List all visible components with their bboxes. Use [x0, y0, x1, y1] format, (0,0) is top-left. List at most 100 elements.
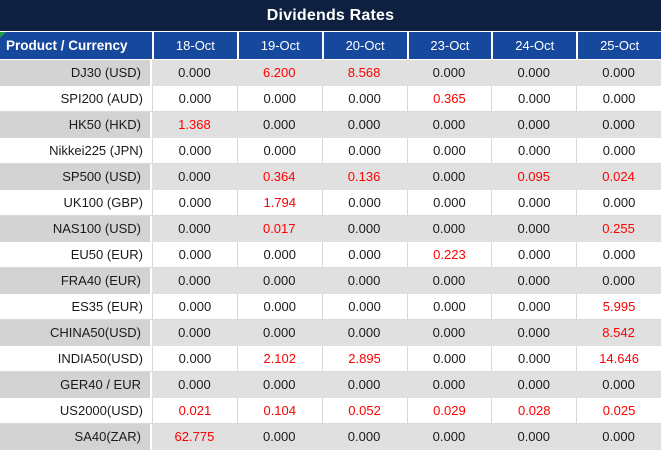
value-cell: 0.000 — [152, 190, 237, 216]
value-cell: 0.000 — [152, 60, 237, 86]
value-cell: 0.000 — [321, 424, 407, 450]
table-row: US2000(USD) 0.021 0.104 0.052 0.029 0.028 0.02… — [0, 398, 661, 424]
table-row: SPI200 (AUD) 0.000 0.000 0.000 0.365 0.000 0.0… — [0, 86, 661, 112]
value-cell: 0.000 — [152, 372, 237, 398]
value-cell: 0.000 — [576, 242, 661, 268]
value-cell: 0.025 — [576, 398, 661, 424]
value-cell: 1.794 — [236, 190, 322, 216]
table-row: UK100 (GBP) 0.000 1.794 0.000 0.000 0.000 0.00… — [0, 190, 661, 216]
product-cell: Nikkei225 (JPN) — [0, 138, 152, 164]
value-cell: 0.000 — [406, 320, 492, 346]
value-cell: 0.000 — [406, 294, 492, 320]
product-currency-header-label: Product / Currency — [6, 38, 128, 53]
value-cell: 0.365 — [406, 86, 492, 112]
value-cell: 0.000 — [152, 268, 237, 294]
table-header-row: Product / Currency 18-Oct 19-Oct 20-Oct … — [0, 32, 661, 60]
table-body: DJ30 (USD) 0.000 6.200 8.568 0.000 0.000 0.000… — [0, 60, 661, 450]
value-cell: 2.102 — [236, 346, 322, 372]
date-header-24-oct: 24-Oct — [491, 32, 576, 59]
table-row: NAS100 (USD) 0.000 0.017 0.000 0.000 0.000 0.2… — [0, 216, 661, 242]
value-cell: 1.368 — [152, 112, 237, 138]
value-cell: 0.000 — [491, 294, 577, 320]
value-cell: 0.021 — [152, 398, 237, 424]
product-cell: UK100 (GBP) — [0, 190, 152, 216]
value-cell: 2.895 — [321, 346, 407, 372]
product-cell: DJ30 (USD) — [0, 60, 152, 86]
table-row: SP500 (USD) 0.000 0.364 0.136 0.000 0.095 0.02… — [0, 164, 661, 190]
value-cell: 0.000 — [406, 112, 492, 138]
value-cell: 62.775 — [152, 424, 237, 450]
value-cell: 0.104 — [236, 398, 322, 424]
value-cell: 0.000 — [152, 320, 237, 346]
value-cell: 0.000 — [321, 320, 407, 346]
product-cell: US2000(USD) — [0, 398, 152, 424]
product-cell: GER40 / EUR — [0, 372, 152, 398]
value-cell: 0.000 — [321, 294, 407, 320]
value-cell: 0.000 — [491, 112, 577, 138]
value-cell: 0.000 — [236, 138, 322, 164]
value-cell: 0.000 — [152, 294, 237, 320]
product-cell: NAS100 (USD) — [0, 216, 152, 242]
value-cell: 0.000 — [321, 86, 407, 112]
value-cell: 0.000 — [491, 320, 577, 346]
table-row: DJ30 (USD) 0.000 6.200 8.568 0.000 0.000 0.000 — [0, 60, 661, 86]
value-cell: 8.542 — [576, 320, 661, 346]
value-cell: 0.000 — [406, 164, 492, 190]
value-cell: 0.000 — [321, 242, 407, 268]
product-cell: SP500 (USD) — [0, 164, 152, 190]
value-cell: 0.136 — [321, 164, 407, 190]
value-cell: 0.000 — [491, 242, 577, 268]
value-cell: 0.028 — [491, 398, 577, 424]
value-cell: 0.052 — [321, 398, 407, 424]
value-cell: 8.568 — [321, 60, 407, 86]
value-cell: 14.646 — [576, 346, 661, 372]
product-cell: CHINA50(USD) — [0, 320, 152, 346]
value-cell: 0.000 — [152, 138, 237, 164]
value-cell: 0.000 — [321, 372, 407, 398]
value-cell: 0.000 — [321, 216, 407, 242]
value-cell: 0.000 — [491, 86, 577, 112]
value-cell: 0.000 — [576, 372, 661, 398]
value-cell: 5.995 — [576, 294, 661, 320]
value-cell: 0.000 — [236, 424, 322, 450]
value-cell: 0.000 — [406, 346, 492, 372]
table-row: SA40(ZAR) 62.775 0.000 0.000 0.000 0.000 0.000 — [0, 424, 661, 450]
product-cell: HK50 (HKD) — [0, 112, 152, 138]
product-cell: ES35 (EUR) — [0, 294, 152, 320]
product-cell: FRA40 (EUR) — [0, 268, 152, 294]
value-cell: 0.000 — [236, 268, 322, 294]
table-row: INDIA50(USD) 0.000 2.102 2.895 0.000 0.000 14.… — [0, 346, 661, 372]
product-currency-header: Product / Currency — [0, 32, 152, 59]
table-row: GER40 / EUR 0.000 0.000 0.000 0.000 0.000 0.00… — [0, 372, 661, 398]
value-cell: 0.000 — [406, 424, 492, 450]
value-cell: 0.000 — [576, 112, 661, 138]
product-cell: SA40(ZAR) — [0, 424, 152, 450]
value-cell: 0.000 — [491, 424, 577, 450]
value-cell: 0.000 — [152, 164, 237, 190]
value-cell: 0.000 — [406, 138, 492, 164]
value-cell: 6.200 — [236, 60, 322, 86]
value-cell: 0.000 — [152, 346, 237, 372]
value-cell: 0.000 — [152, 242, 237, 268]
value-cell: 0.000 — [576, 190, 661, 216]
table-row: ES35 (EUR) 0.000 0.000 0.000 0.000 0.000 5.995 — [0, 294, 661, 320]
date-header-20-oct: 20-Oct — [321, 32, 407, 59]
product-cell: INDIA50(USD) — [0, 346, 152, 372]
value-cell: 0.000 — [576, 268, 661, 294]
value-cell: 0.255 — [576, 216, 661, 242]
value-cell: 0.000 — [576, 86, 661, 112]
value-cell: 0.000 — [321, 190, 407, 216]
value-cell: 0.000 — [406, 216, 492, 242]
value-cell: 0.000 — [236, 372, 322, 398]
value-cell: 0.000 — [321, 138, 407, 164]
value-cell: 0.000 — [491, 268, 577, 294]
value-cell: 0.029 — [406, 398, 492, 424]
value-cell: 0.000 — [491, 60, 577, 86]
value-cell: 0.000 — [406, 268, 492, 294]
value-cell: 0.000 — [406, 60, 492, 86]
value-cell: 0.000 — [321, 268, 407, 294]
value-cell: 0.000 — [491, 138, 577, 164]
value-cell: 0.000 — [236, 242, 322, 268]
value-cell: 0.000 — [406, 190, 492, 216]
